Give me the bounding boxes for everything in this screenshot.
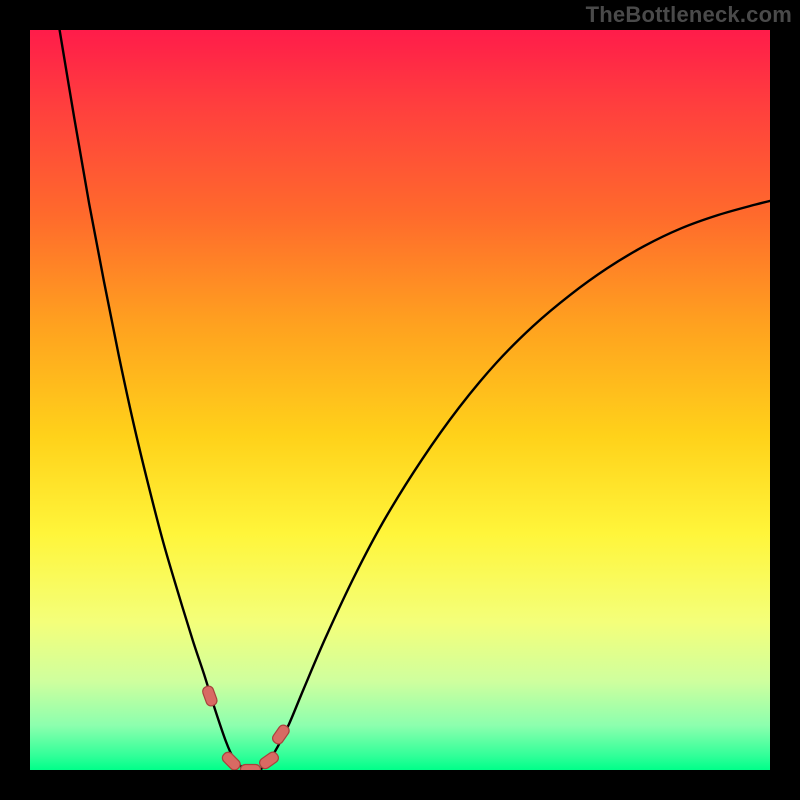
plot-area: [30, 30, 770, 770]
watermark-text: TheBottleneck.com: [0, 0, 800, 28]
plot-background: [30, 30, 770, 770]
curve-marker: [241, 765, 261, 771]
bottleneck-curve-chart: [30, 30, 770, 770]
stage: TheBottleneck.com: [0, 0, 800, 800]
